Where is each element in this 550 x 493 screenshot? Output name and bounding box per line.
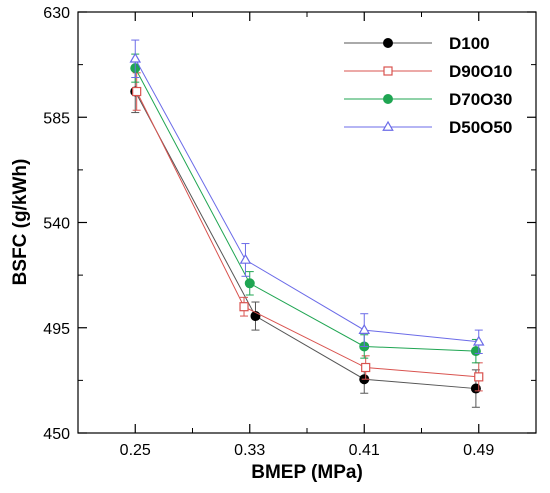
legend-label: D100 bbox=[449, 34, 490, 53]
legend-marker bbox=[382, 120, 394, 131]
data-point bbox=[472, 335, 485, 346]
legend-entry-D70O30: D70O30 bbox=[344, 90, 512, 109]
x-tick-label: 0.33 bbox=[234, 442, 265, 459]
data-point bbox=[129, 52, 142, 63]
series-D90O10 bbox=[132, 72, 484, 392]
legend-marker bbox=[383, 38, 393, 48]
series-D50O50 bbox=[129, 39, 485, 354]
legend-marker bbox=[383, 94, 393, 104]
x-axis-title: BMEP (MPa) bbox=[251, 462, 363, 483]
legend-entry-D90O10: D90O10 bbox=[344, 62, 512, 81]
legend-label: D70O30 bbox=[449, 90, 512, 109]
data-point bbox=[361, 362, 371, 373]
legend-label: D90O10 bbox=[449, 62, 512, 81]
y-tick-label: 495 bbox=[43, 321, 70, 338]
series-D100 bbox=[130, 69, 481, 408]
data-point bbox=[244, 278, 255, 289]
series-line bbox=[134, 58, 479, 343]
y-tick-label: 585 bbox=[43, 110, 70, 127]
legend: D100 D90O10 D70O30 D50O50 bbox=[344, 34, 512, 137]
y-tick-label: 540 bbox=[43, 216, 70, 233]
legend-marker bbox=[383, 66, 393, 76]
y-tick-label: 630 bbox=[43, 5, 70, 22]
legend-entry-D100: D100 bbox=[344, 34, 490, 53]
data-point bbox=[239, 253, 252, 264]
data-point bbox=[239, 302, 249, 312]
y-tick-label: 450 bbox=[43, 426, 70, 443]
series-line bbox=[134, 67, 476, 352]
x-tick-label: 0.25 bbox=[120, 442, 151, 459]
data-point bbox=[132, 86, 142, 97]
series-line bbox=[134, 91, 476, 390]
data-point bbox=[474, 372, 484, 382]
x-tick-label: 0.41 bbox=[349, 442, 380, 459]
legend-label: D50O50 bbox=[449, 118, 512, 137]
series-line bbox=[136, 91, 479, 378]
x-tick-label: 0.49 bbox=[463, 442, 494, 459]
legend-entry-D50O50: D50O50 bbox=[344, 118, 512, 137]
data-point bbox=[358, 323, 371, 334]
axes: 450 495 540 585 630 0.25 0.33 0.41 0.49 bbox=[43, 5, 536, 459]
series-D70O30 bbox=[130, 53, 481, 364]
plot-area bbox=[129, 39, 485, 408]
y-axis-title: BSFC (g/kWh) bbox=[10, 159, 31, 286]
